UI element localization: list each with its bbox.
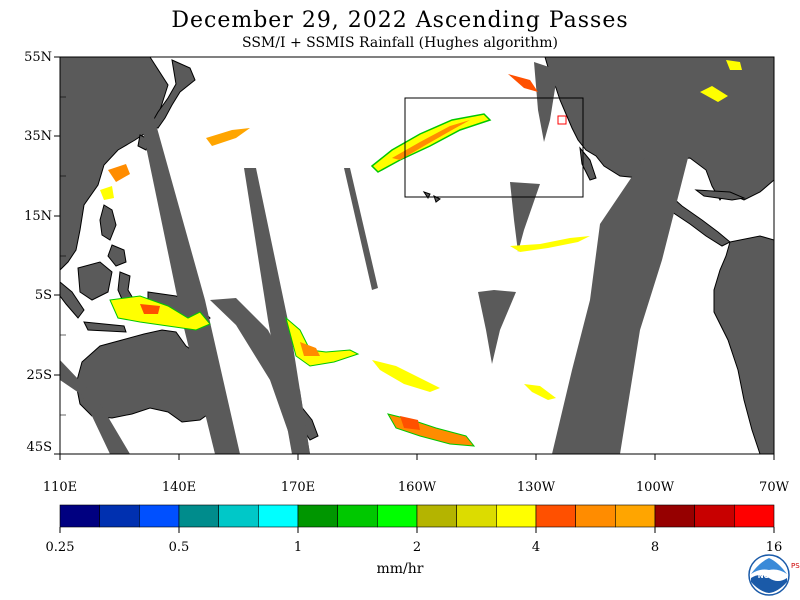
no-data-swaths xyxy=(60,62,690,454)
java-land xyxy=(83,321,127,333)
spcz-rain xyxy=(372,360,440,392)
colorbar-swatch-1 xyxy=(99,504,140,528)
itcz-rain xyxy=(510,236,590,252)
indonesia-rain xyxy=(109,295,211,331)
colorbar-swatch-0 xyxy=(59,504,100,528)
colorbar-swatch-10 xyxy=(456,504,497,528)
baja-land xyxy=(579,146,597,181)
colorbar-swatch-9 xyxy=(416,504,457,528)
lat-label-45s: 45S xyxy=(26,440,52,455)
swath-gap-australia xyxy=(60,360,130,454)
map-ticks xyxy=(60,96,66,416)
lat-label-25s: 25S xyxy=(26,368,52,383)
axis-ticks xyxy=(54,56,775,460)
small-red-marker xyxy=(557,115,567,125)
south-east-rain xyxy=(524,384,556,400)
west-pacific-rain-1 xyxy=(108,164,130,182)
new-zealand-rain-core xyxy=(400,416,420,430)
colorbar-swatch-16 xyxy=(694,504,735,528)
south-america-land xyxy=(713,235,774,454)
colorbar-label-16: 16 xyxy=(765,540,783,555)
swath-gap-thin xyxy=(344,168,378,290)
colorbar-label-0-25: 0.25 xyxy=(45,540,75,555)
colorbar-label-1: 1 xyxy=(293,540,303,555)
colorbar-swatch-4 xyxy=(218,504,259,528)
psl-logo-text: PSL xyxy=(791,562,800,570)
colorbar-swatch-5 xyxy=(258,504,299,528)
colorbar-swatch-15 xyxy=(654,504,695,528)
colorbar-label-4: 4 xyxy=(531,540,541,555)
highlight-box xyxy=(404,97,584,198)
land-masses xyxy=(60,57,774,454)
swath-gap-west xyxy=(138,108,240,454)
colorbar-swatch-12 xyxy=(535,504,576,528)
colorbar-swatch-3 xyxy=(178,504,219,528)
colorbar-swatch-11 xyxy=(496,504,537,528)
cuba-land xyxy=(694,189,746,201)
philippines-land xyxy=(99,204,117,241)
west-pacific-rain-3 xyxy=(100,186,114,200)
swath-gap-hawaii-south xyxy=(478,290,516,364)
swath-gap-reef xyxy=(210,298,310,454)
north-america-rain-2 xyxy=(726,60,742,70)
swath-gap-mid xyxy=(510,182,540,252)
rainfall-areas xyxy=(100,60,742,447)
japan-land xyxy=(149,59,196,129)
map-subtitle: SSM/I + SSMIS Rainfall (Hughes algorithm… xyxy=(242,35,558,51)
colorbar-swatch-2 xyxy=(139,504,180,528)
colorbar-label-2: 2 xyxy=(412,540,422,555)
lat-label-15n: 15N xyxy=(24,209,52,224)
philippines-island xyxy=(107,244,127,267)
colorbar-swatch-8 xyxy=(377,504,418,528)
north-america-rain xyxy=(700,86,728,102)
lon-label-140e: 140E xyxy=(161,480,197,495)
west-pacific-rain-2 xyxy=(206,128,250,146)
map-area xyxy=(60,57,774,454)
swath-gap-east xyxy=(552,150,690,454)
lat-label-5s: 5S xyxy=(34,288,52,303)
nw-pacific-rain xyxy=(508,74,538,92)
lon-label-160w: 160W xyxy=(397,480,437,495)
atmospheric-river-core xyxy=(392,120,470,160)
lat-label-35n: 35N xyxy=(24,129,52,144)
colorbar-label-8: 8 xyxy=(650,540,660,555)
colorbar-swatch-13 xyxy=(575,504,616,528)
sumatra-land xyxy=(60,281,85,319)
lon-label-100w: 100W xyxy=(635,480,675,495)
south-pacific-rain-2 xyxy=(300,342,320,356)
colorbar-label-0-5: 0.5 xyxy=(168,540,190,555)
colorbar xyxy=(59,504,775,533)
colorbar-swatch-14 xyxy=(615,504,656,528)
lon-label-70w: 70W xyxy=(759,480,789,495)
colorbar-swatch-6 xyxy=(297,504,338,528)
noaa-logo[interactable]: NOAA xyxy=(748,554,790,596)
colorbar-units: mm/hr xyxy=(376,561,424,577)
lon-label-110e: 110E xyxy=(42,480,78,495)
lat-label-55n: 55N xyxy=(24,50,52,65)
swath-gap-california xyxy=(534,62,558,142)
lon-label-170e: 170E xyxy=(280,480,316,495)
indonesia-core xyxy=(140,304,160,314)
map-title: December 29, 2022 Ascending Passes xyxy=(171,8,629,33)
colorbar-swatch-17 xyxy=(734,504,775,528)
borneo-land xyxy=(77,261,113,301)
lon-label-130w: 130W xyxy=(516,480,556,495)
colorbar-swatch-7 xyxy=(337,504,378,528)
noaa-logo-text: NOAA xyxy=(758,572,781,580)
